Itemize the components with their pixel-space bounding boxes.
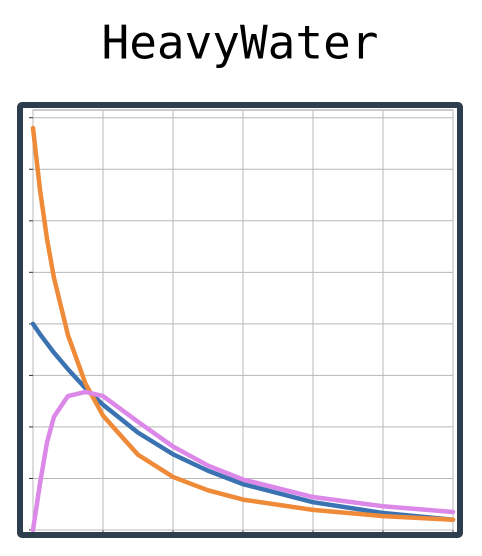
- lines: [30, 125, 456, 533]
- series-line: [30, 125, 456, 522]
- frame: [17, 102, 463, 538]
- series-line: [30, 389, 456, 533]
- chart-title: HeavyWater: [102, 16, 379, 70]
- series-line: [30, 321, 456, 522]
- grid: [29, 110, 454, 534]
